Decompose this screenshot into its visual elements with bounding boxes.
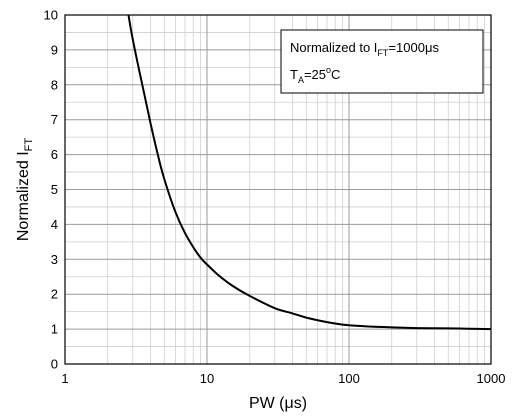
x-tick-label: 1000 xyxy=(477,371,506,386)
y-tick-label: 5 xyxy=(51,182,58,197)
x-tick-label: 10 xyxy=(200,371,214,386)
x-tick-label: 1 xyxy=(61,371,68,386)
y-axis-title: Normalized IFT xyxy=(15,138,35,242)
x-axis-title: PW (μs) xyxy=(249,395,307,412)
y-tick-label: 1 xyxy=(51,322,58,337)
y-tick-label: 2 xyxy=(51,287,58,302)
y-tick-label: 10 xyxy=(44,8,58,23)
y-tick-label: 9 xyxy=(51,42,58,57)
x-axis-ticks: 1 10 100 1000 xyxy=(61,371,505,386)
annotation-temperature: TA=25oC xyxy=(290,65,340,85)
y-tick-label: 3 xyxy=(51,252,58,267)
y-tick-label: 7 xyxy=(51,112,58,127)
y-tick-label: 8 xyxy=(51,77,58,92)
y-tick-label: 4 xyxy=(51,217,58,232)
x-tick-label: 100 xyxy=(338,371,360,386)
annotation-normalization: Normalized to IFT=1000μs xyxy=(290,40,439,58)
y-tick-label: 0 xyxy=(51,357,58,372)
plot-area-frame xyxy=(64,14,492,365)
y-tick-label: 6 xyxy=(51,147,58,162)
series-line xyxy=(127,14,492,331)
annotation-box xyxy=(280,29,484,94)
y-axis-ticks: 0 1 2 3 4 5 6 7 8 9 10 xyxy=(44,8,58,372)
